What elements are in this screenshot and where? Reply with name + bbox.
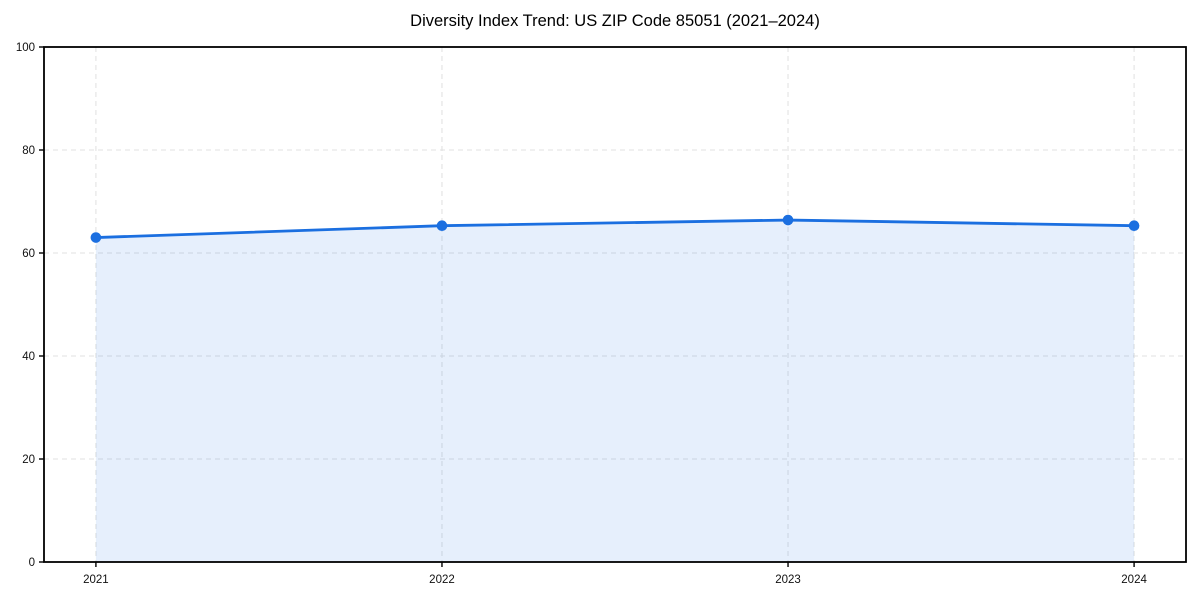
data-point-marker	[90, 232, 102, 243]
y-tick-label: 100	[16, 42, 35, 54]
area-fill	[95, 220, 1135, 563]
y-tick-label: 60	[22, 248, 35, 260]
y-tick-label: 20	[22, 454, 35, 466]
trend-line	[94, 218, 1136, 239]
y-tick-label: 80	[22, 145, 35, 157]
chart-title: Diversity Index Trend: US ZIP Code 85051…	[410, 12, 820, 30]
y-tick-label: 40	[22, 351, 35, 363]
y-tick-label: 0	[29, 557, 35, 569]
x-tick-label: 2022	[429, 574, 455, 586]
plot-frame	[43, 46, 1187, 563]
data-point-marker	[782, 214, 794, 226]
x-tick-label: 2021	[83, 574, 109, 586]
x-tick-label: 2024	[1121, 574, 1147, 586]
data-point-marker	[436, 220, 448, 232]
data-point-marker	[1128, 220, 1140, 232]
x-tick-label: 2023	[775, 574, 801, 586]
